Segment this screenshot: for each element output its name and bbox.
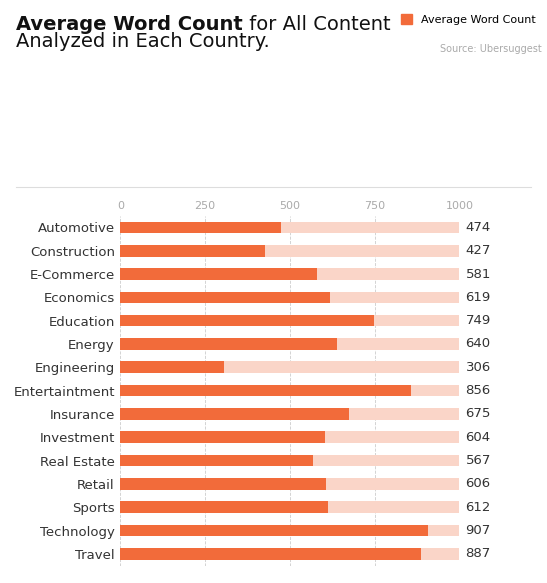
Bar xyxy=(120,245,459,257)
Text: 907: 907 xyxy=(465,524,491,537)
Bar xyxy=(120,548,421,560)
Bar xyxy=(120,245,265,257)
Bar xyxy=(120,292,330,303)
Bar xyxy=(120,292,459,303)
Text: 306: 306 xyxy=(465,361,491,374)
Text: Analyzed in Each Country.: Analyzed in Each Country. xyxy=(16,32,270,51)
Text: for All Content: for All Content xyxy=(243,15,391,34)
Bar xyxy=(120,501,328,513)
Bar xyxy=(120,315,459,326)
Text: 887: 887 xyxy=(465,547,491,560)
Bar xyxy=(120,455,459,466)
Bar xyxy=(120,361,224,373)
Bar xyxy=(120,431,325,443)
Text: 604: 604 xyxy=(465,431,491,444)
Bar xyxy=(120,525,428,536)
Text: 619: 619 xyxy=(465,291,491,304)
Bar xyxy=(120,222,281,233)
Bar xyxy=(120,525,459,536)
Bar xyxy=(120,431,459,443)
Text: 612: 612 xyxy=(465,501,491,514)
Bar xyxy=(120,501,459,513)
Text: 749: 749 xyxy=(465,314,491,327)
Text: 856: 856 xyxy=(465,384,491,397)
Bar xyxy=(120,548,459,560)
Text: 606: 606 xyxy=(465,477,491,490)
Bar xyxy=(120,408,459,420)
Text: 581: 581 xyxy=(465,268,491,280)
Bar xyxy=(120,268,317,280)
Bar xyxy=(120,408,349,420)
Text: 675: 675 xyxy=(465,408,491,420)
Text: 474: 474 xyxy=(465,221,491,234)
Text: 640: 640 xyxy=(465,338,491,350)
Text: 567: 567 xyxy=(465,454,491,467)
Bar xyxy=(120,455,313,466)
Bar xyxy=(120,478,326,490)
Bar xyxy=(120,315,374,326)
Bar xyxy=(120,222,459,233)
Text: 427: 427 xyxy=(465,244,491,257)
Bar xyxy=(120,361,459,373)
Bar xyxy=(120,338,459,350)
Bar xyxy=(120,338,337,350)
Bar xyxy=(120,385,459,396)
Bar xyxy=(120,385,411,396)
Text: Average Word Count: Average Word Count xyxy=(16,15,243,34)
Text: Source: Ubersuggest: Source: Ubersuggest xyxy=(440,44,542,54)
Legend: Average Word Count: Average Word Count xyxy=(401,15,536,24)
Bar xyxy=(120,268,459,280)
Bar xyxy=(120,478,459,490)
